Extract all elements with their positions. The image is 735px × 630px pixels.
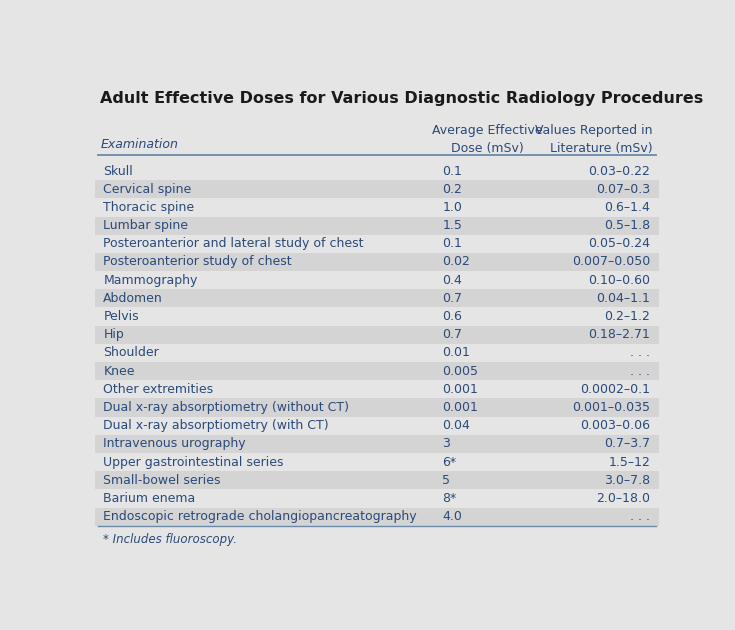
- Text: Barium enema: Barium enema: [103, 492, 196, 505]
- Text: Other extremities: Other extremities: [103, 383, 213, 396]
- Text: 0.001: 0.001: [442, 401, 478, 414]
- Text: 5: 5: [442, 474, 451, 487]
- Text: 0.005: 0.005: [442, 365, 478, 377]
- Text: 0.2: 0.2: [442, 183, 462, 196]
- Text: 0.6–1.4: 0.6–1.4: [604, 201, 650, 214]
- Text: 0.003–0.06: 0.003–0.06: [580, 419, 650, 432]
- Text: Skull: Skull: [103, 164, 133, 178]
- Text: 6*: 6*: [442, 455, 456, 469]
- Text: 0.05–0.24: 0.05–0.24: [588, 238, 650, 250]
- Text: 0.01: 0.01: [442, 346, 470, 360]
- Text: Abdomen: Abdomen: [103, 292, 163, 305]
- FancyBboxPatch shape: [95, 490, 659, 508]
- Text: Cervical spine: Cervical spine: [103, 183, 192, 196]
- FancyBboxPatch shape: [95, 435, 659, 453]
- Text: 8*: 8*: [442, 492, 456, 505]
- FancyBboxPatch shape: [95, 307, 659, 326]
- Text: Shoulder: Shoulder: [103, 346, 159, 360]
- Text: 0.5–1.8: 0.5–1.8: [604, 219, 650, 232]
- Text: Small-bowel series: Small-bowel series: [103, 474, 220, 487]
- Text: Mammography: Mammography: [103, 273, 198, 287]
- FancyBboxPatch shape: [95, 217, 659, 235]
- FancyBboxPatch shape: [95, 381, 659, 398]
- Text: Examination: Examination: [101, 138, 179, 151]
- Text: 0.6: 0.6: [442, 310, 462, 323]
- Text: Upper gastrointestinal series: Upper gastrointestinal series: [103, 455, 284, 469]
- Text: 0.7: 0.7: [442, 292, 462, 305]
- Text: Pelvis: Pelvis: [103, 310, 139, 323]
- FancyBboxPatch shape: [95, 471, 659, 490]
- Text: 0.2–1.2: 0.2–1.2: [604, 310, 650, 323]
- Text: Knee: Knee: [103, 365, 135, 377]
- Text: * Includes fluoroscopy.: * Includes fluoroscopy.: [103, 532, 237, 546]
- Text: 0.04: 0.04: [442, 419, 470, 432]
- Text: 3.0–7.8: 3.0–7.8: [604, 474, 650, 487]
- FancyBboxPatch shape: [95, 326, 659, 344]
- Text: 0.18–2.71: 0.18–2.71: [588, 328, 650, 341]
- Text: . . .: . . .: [630, 510, 650, 523]
- Text: 0.4: 0.4: [442, 273, 462, 287]
- FancyBboxPatch shape: [95, 344, 659, 362]
- Text: 0.10–0.60: 0.10–0.60: [588, 273, 650, 287]
- FancyBboxPatch shape: [95, 453, 659, 471]
- Text: 1.0: 1.0: [442, 201, 462, 214]
- Text: Average Effective
Dose (mSv): Average Effective Dose (mSv): [432, 124, 543, 155]
- Text: 0.03–0.22: 0.03–0.22: [588, 164, 650, 178]
- Text: 4.0: 4.0: [442, 510, 462, 523]
- Text: 3: 3: [442, 437, 450, 450]
- FancyBboxPatch shape: [95, 416, 659, 435]
- Text: . . .: . . .: [630, 346, 650, 360]
- Text: 0.007–0.050: 0.007–0.050: [572, 256, 650, 268]
- Text: Dual x-ray absorptiometry (without CT): Dual x-ray absorptiometry (without CT): [103, 401, 349, 414]
- Text: 0.7–3.7: 0.7–3.7: [604, 437, 650, 450]
- Text: Intravenous urography: Intravenous urography: [103, 437, 246, 450]
- Text: 0.1: 0.1: [442, 164, 462, 178]
- Text: 1.5–12: 1.5–12: [609, 455, 650, 469]
- Text: Posteroanterior study of chest: Posteroanterior study of chest: [103, 256, 292, 268]
- Text: 0.001: 0.001: [442, 383, 478, 396]
- FancyBboxPatch shape: [95, 271, 659, 289]
- FancyBboxPatch shape: [95, 362, 659, 381]
- FancyBboxPatch shape: [95, 508, 659, 526]
- Text: 0.07–0.3: 0.07–0.3: [596, 183, 650, 196]
- Text: Hip: Hip: [103, 328, 124, 341]
- Text: Posteroanterior and lateral study of chest: Posteroanterior and lateral study of che…: [103, 238, 364, 250]
- FancyBboxPatch shape: [95, 162, 659, 180]
- Text: 0.1: 0.1: [442, 238, 462, 250]
- FancyBboxPatch shape: [95, 235, 659, 253]
- Text: Thoracic spine: Thoracic spine: [103, 201, 194, 214]
- Text: Endoscopic retrograde cholangiopancreatography: Endoscopic retrograde cholangiopancreato…: [103, 510, 417, 523]
- Text: Values Reported in
Literature (mSv): Values Reported in Literature (mSv): [536, 124, 653, 155]
- FancyBboxPatch shape: [95, 289, 659, 307]
- Text: 0.04–1.1: 0.04–1.1: [596, 292, 650, 305]
- Text: Adult Effective Doses for Various Diagnostic Radiology Procedures: Adult Effective Doses for Various Diagno…: [101, 91, 703, 106]
- FancyBboxPatch shape: [95, 398, 659, 416]
- Text: 0.0002–0.1: 0.0002–0.1: [580, 383, 650, 396]
- FancyBboxPatch shape: [95, 253, 659, 271]
- FancyBboxPatch shape: [95, 180, 659, 198]
- Text: 1.5: 1.5: [442, 219, 462, 232]
- Text: 0.7: 0.7: [442, 328, 462, 341]
- Text: 0.001–0.035: 0.001–0.035: [572, 401, 650, 414]
- Text: . . .: . . .: [630, 365, 650, 377]
- Text: Lumbar spine: Lumbar spine: [103, 219, 188, 232]
- Text: 2.0–18.0: 2.0–18.0: [596, 492, 650, 505]
- FancyBboxPatch shape: [95, 198, 659, 217]
- Text: 0.02: 0.02: [442, 256, 470, 268]
- Text: Dual x-ray absorptiometry (with CT): Dual x-ray absorptiometry (with CT): [103, 419, 329, 432]
